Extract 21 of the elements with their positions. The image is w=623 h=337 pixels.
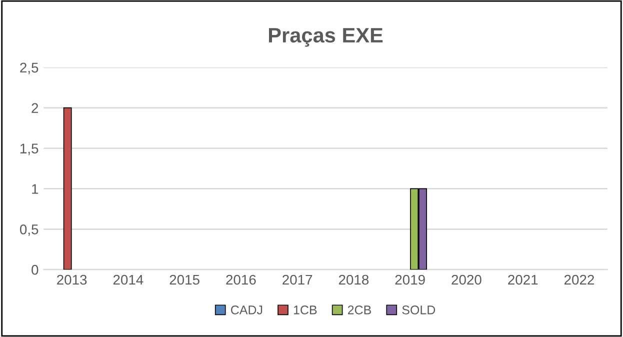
legend-label: SOLD: [402, 306, 436, 314]
legend-label: CADJ: [230, 306, 262, 314]
y-tick-label: 2: [32, 103, 38, 113]
chart-title: Praças EXE: [269, 28, 383, 47]
legend-label: 1CB: [294, 306, 317, 314]
x-tick-label: 2016: [226, 274, 256, 285]
x-tick-label: 2021: [508, 274, 538, 285]
y-tick-label: 0: [32, 264, 38, 275]
x-tick-label: 2017: [282, 274, 312, 285]
x-tick-label: 2018: [338, 274, 369, 285]
legend-label: 2CB: [348, 306, 371, 314]
y-tick-label: 1,5: [20, 144, 38, 156]
y-tick-label: 1: [32, 184, 38, 194]
x-tick-label: 2019: [395, 274, 425, 285]
x-tick-label: 2020: [452, 274, 482, 285]
y-tick-label: 0,5: [20, 224, 38, 236]
x-tick-label: 2022: [564, 274, 594, 285]
y-tick-label: 2,5: [20, 62, 38, 74]
x-tick-label: 2014: [113, 274, 144, 285]
x-tick-label: 2015: [170, 274, 200, 285]
x-tick-label: 2013: [57, 274, 87, 285]
